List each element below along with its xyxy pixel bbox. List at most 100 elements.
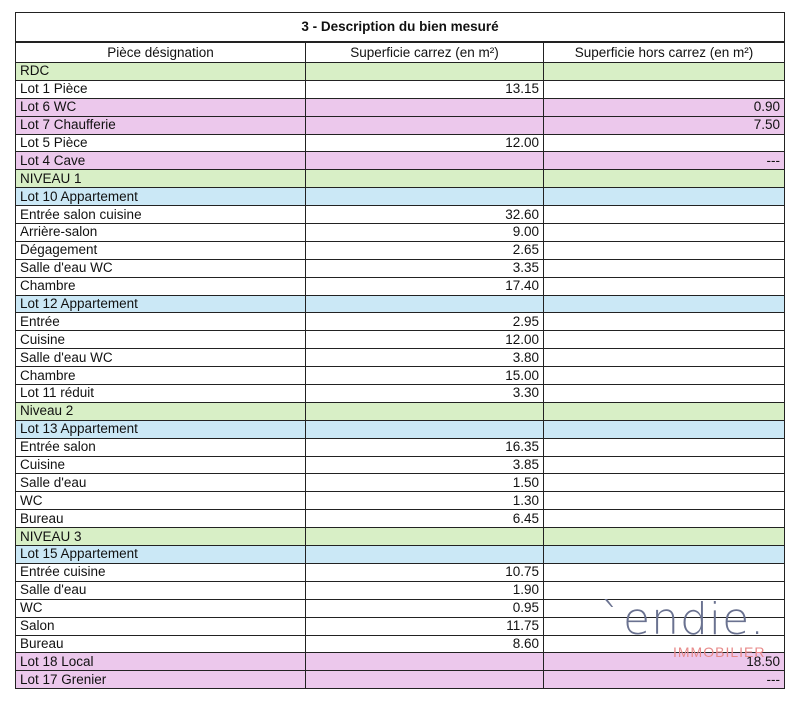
room-row: Lot 11 réduit 3.30: [15, 384, 785, 403]
cell-hors-carrez: [543, 187, 785, 207]
cell-hors-carrez: [543, 169, 785, 189]
cell-hors-carrez: ---: [543, 151, 785, 171]
room-row: Entrée salon cuisine 32.60: [15, 205, 785, 225]
room-row: Bureau 8.60: [15, 634, 785, 654]
cell-designation: Salon: [15, 616, 306, 636]
cell-carrez: 16.35: [305, 437, 544, 457]
cell-hors-carrez: [543, 527, 785, 547]
cell-carrez: 1.90: [305, 580, 544, 600]
cell-carrez: [305, 670, 544, 690]
cell-carrez: [305, 97, 544, 117]
room-row: Cuisine 12.00: [15, 330, 785, 350]
room-row: Arrière-salon 9.00: [15, 223, 785, 242]
cell-carrez: 12.00: [305, 133, 544, 153]
cell-hors-carrez: [543, 473, 785, 493]
cell-carrez: 32.60: [305, 205, 544, 225]
cell-designation: WC: [15, 598, 306, 618]
room-row: Lot 1 Pièce 13.15: [15, 79, 785, 99]
cell-designation: Entrée salon: [15, 437, 306, 457]
lot-row: Lot 17 Grenier ---: [15, 670, 785, 690]
title-row: 3 - Description du bien mesuré: [15, 12, 785, 43]
cell-designation: Lot 1 Pièce: [15, 79, 306, 99]
cell-carrez: [305, 169, 544, 189]
room-row: Entrée cuisine 10.75: [15, 562, 785, 582]
cell-hors-carrez: [543, 258, 785, 278]
cell-hors-carrez: [543, 419, 785, 439]
cell-carrez: 17.40: [305, 276, 544, 296]
level-row: Niveau 2: [15, 401, 785, 421]
cell-designation: Bureau: [15, 634, 306, 654]
cell-carrez: [305, 187, 544, 207]
lot-row: Lot 7 Chaufferie 7.50: [15, 115, 785, 135]
cell-carrez: [305, 419, 544, 439]
room-row: Salle d'eau 1.90: [15, 580, 785, 600]
cell-carrez: 8.60: [305, 634, 544, 654]
cell-designation: Lot 15 Appartement: [15, 545, 306, 564]
cell-hors-carrez: [543, 384, 785, 403]
cell-hors-carrez: [543, 62, 785, 81]
room-row: Chambre 15.00: [15, 366, 785, 386]
cell-designation: Lot 12 Appartement: [15, 294, 306, 314]
room-row: WC 1.30: [15, 491, 785, 511]
header-piece: Pièce désignation: [15, 41, 306, 63]
cell-carrez: 9.00: [305, 223, 544, 242]
room-row: Salle d'eau WC 3.80: [15, 348, 785, 368]
cell-hors-carrez: [543, 634, 785, 654]
cell-carrez: 1.30: [305, 491, 544, 511]
cell-designation: Dégagement: [15, 240, 306, 260]
level-row: NIVEAU 3: [15, 527, 785, 547]
cell-hors-carrez: [543, 312, 785, 332]
header-carrez: Superficie carrez (en m²): [305, 41, 544, 63]
cell-carrez: 1.50: [305, 473, 544, 493]
cell-carrez: 2.95: [305, 312, 544, 332]
cell-hors-carrez: [543, 276, 785, 296]
cell-designation: Entrée salon cuisine: [15, 205, 306, 225]
cell-designation: Salle d'eau: [15, 473, 306, 493]
cell-hors-carrez: [543, 562, 785, 582]
cell-designation: Bureau: [15, 509, 306, 529]
cell-carrez: 13.15: [305, 79, 544, 99]
cell-carrez: 0.95: [305, 598, 544, 618]
cell-carrez: 3.30: [305, 384, 544, 403]
room-row: Entrée salon 16.35: [15, 437, 785, 457]
cell-designation: Lot 11 réduit: [15, 384, 306, 403]
lot-row: Lot 12 Appartement: [15, 294, 785, 314]
cell-hors-carrez: [543, 580, 785, 600]
cell-hors-carrez: [543, 133, 785, 153]
cell-carrez: 12.00: [305, 330, 544, 350]
cell-designation: Chambre: [15, 276, 306, 296]
room-row: Cuisine 3.85: [15, 455, 785, 475]
cell-hors-carrez: [543, 294, 785, 314]
cell-carrez: 3.85: [305, 455, 544, 475]
cell-carrez: [305, 115, 544, 135]
cell-hors-carrez: [543, 598, 785, 618]
room-row: Bureau 6.45: [15, 509, 785, 529]
header-row: Pièce désignation Superficie carrez (en …: [15, 41, 785, 63]
cell-hors-carrez: [543, 455, 785, 475]
room-row: Dégagement 2.65: [15, 240, 785, 260]
cell-designation: Entrée cuisine: [15, 562, 306, 582]
header-hors-carrez: Superficie hors carrez (en m²): [543, 41, 785, 63]
cell-designation: Salle d'eau: [15, 580, 306, 600]
cell-designation: Chambre: [15, 366, 306, 386]
cell-hors-carrez: [543, 437, 785, 457]
cell-hors-carrez: ---: [543, 670, 785, 690]
cell-hors-carrez: [543, 545, 785, 564]
cell-designation: NIVEAU 1: [15, 169, 306, 189]
cell-designation: Lot 5 Pièce: [15, 133, 306, 153]
cell-hors-carrez: [543, 348, 785, 368]
room-row: WC 0.95: [15, 598, 785, 618]
cell-designation: Lot 10 Appartement: [15, 187, 306, 207]
cell-designation: Salle d'eau WC: [15, 348, 306, 368]
cell-designation: RDC: [15, 62, 306, 81]
cell-hors-carrez: 0.90: [543, 97, 785, 117]
cell-designation: Lot 4 Cave: [15, 151, 306, 171]
level-row: NIVEAU 1: [15, 169, 785, 189]
cell-hors-carrez: 18.50: [543, 652, 785, 672]
room-row: Lot 5 Pièce 12.00: [15, 133, 785, 153]
cell-designation: Lot 7 Chaufferie: [15, 115, 306, 135]
room-row: Chambre 17.40: [15, 276, 785, 296]
cell-designation: WC: [15, 491, 306, 511]
cell-designation: Lot 17 Grenier: [15, 670, 306, 690]
level-row: RDC: [15, 62, 785, 81]
